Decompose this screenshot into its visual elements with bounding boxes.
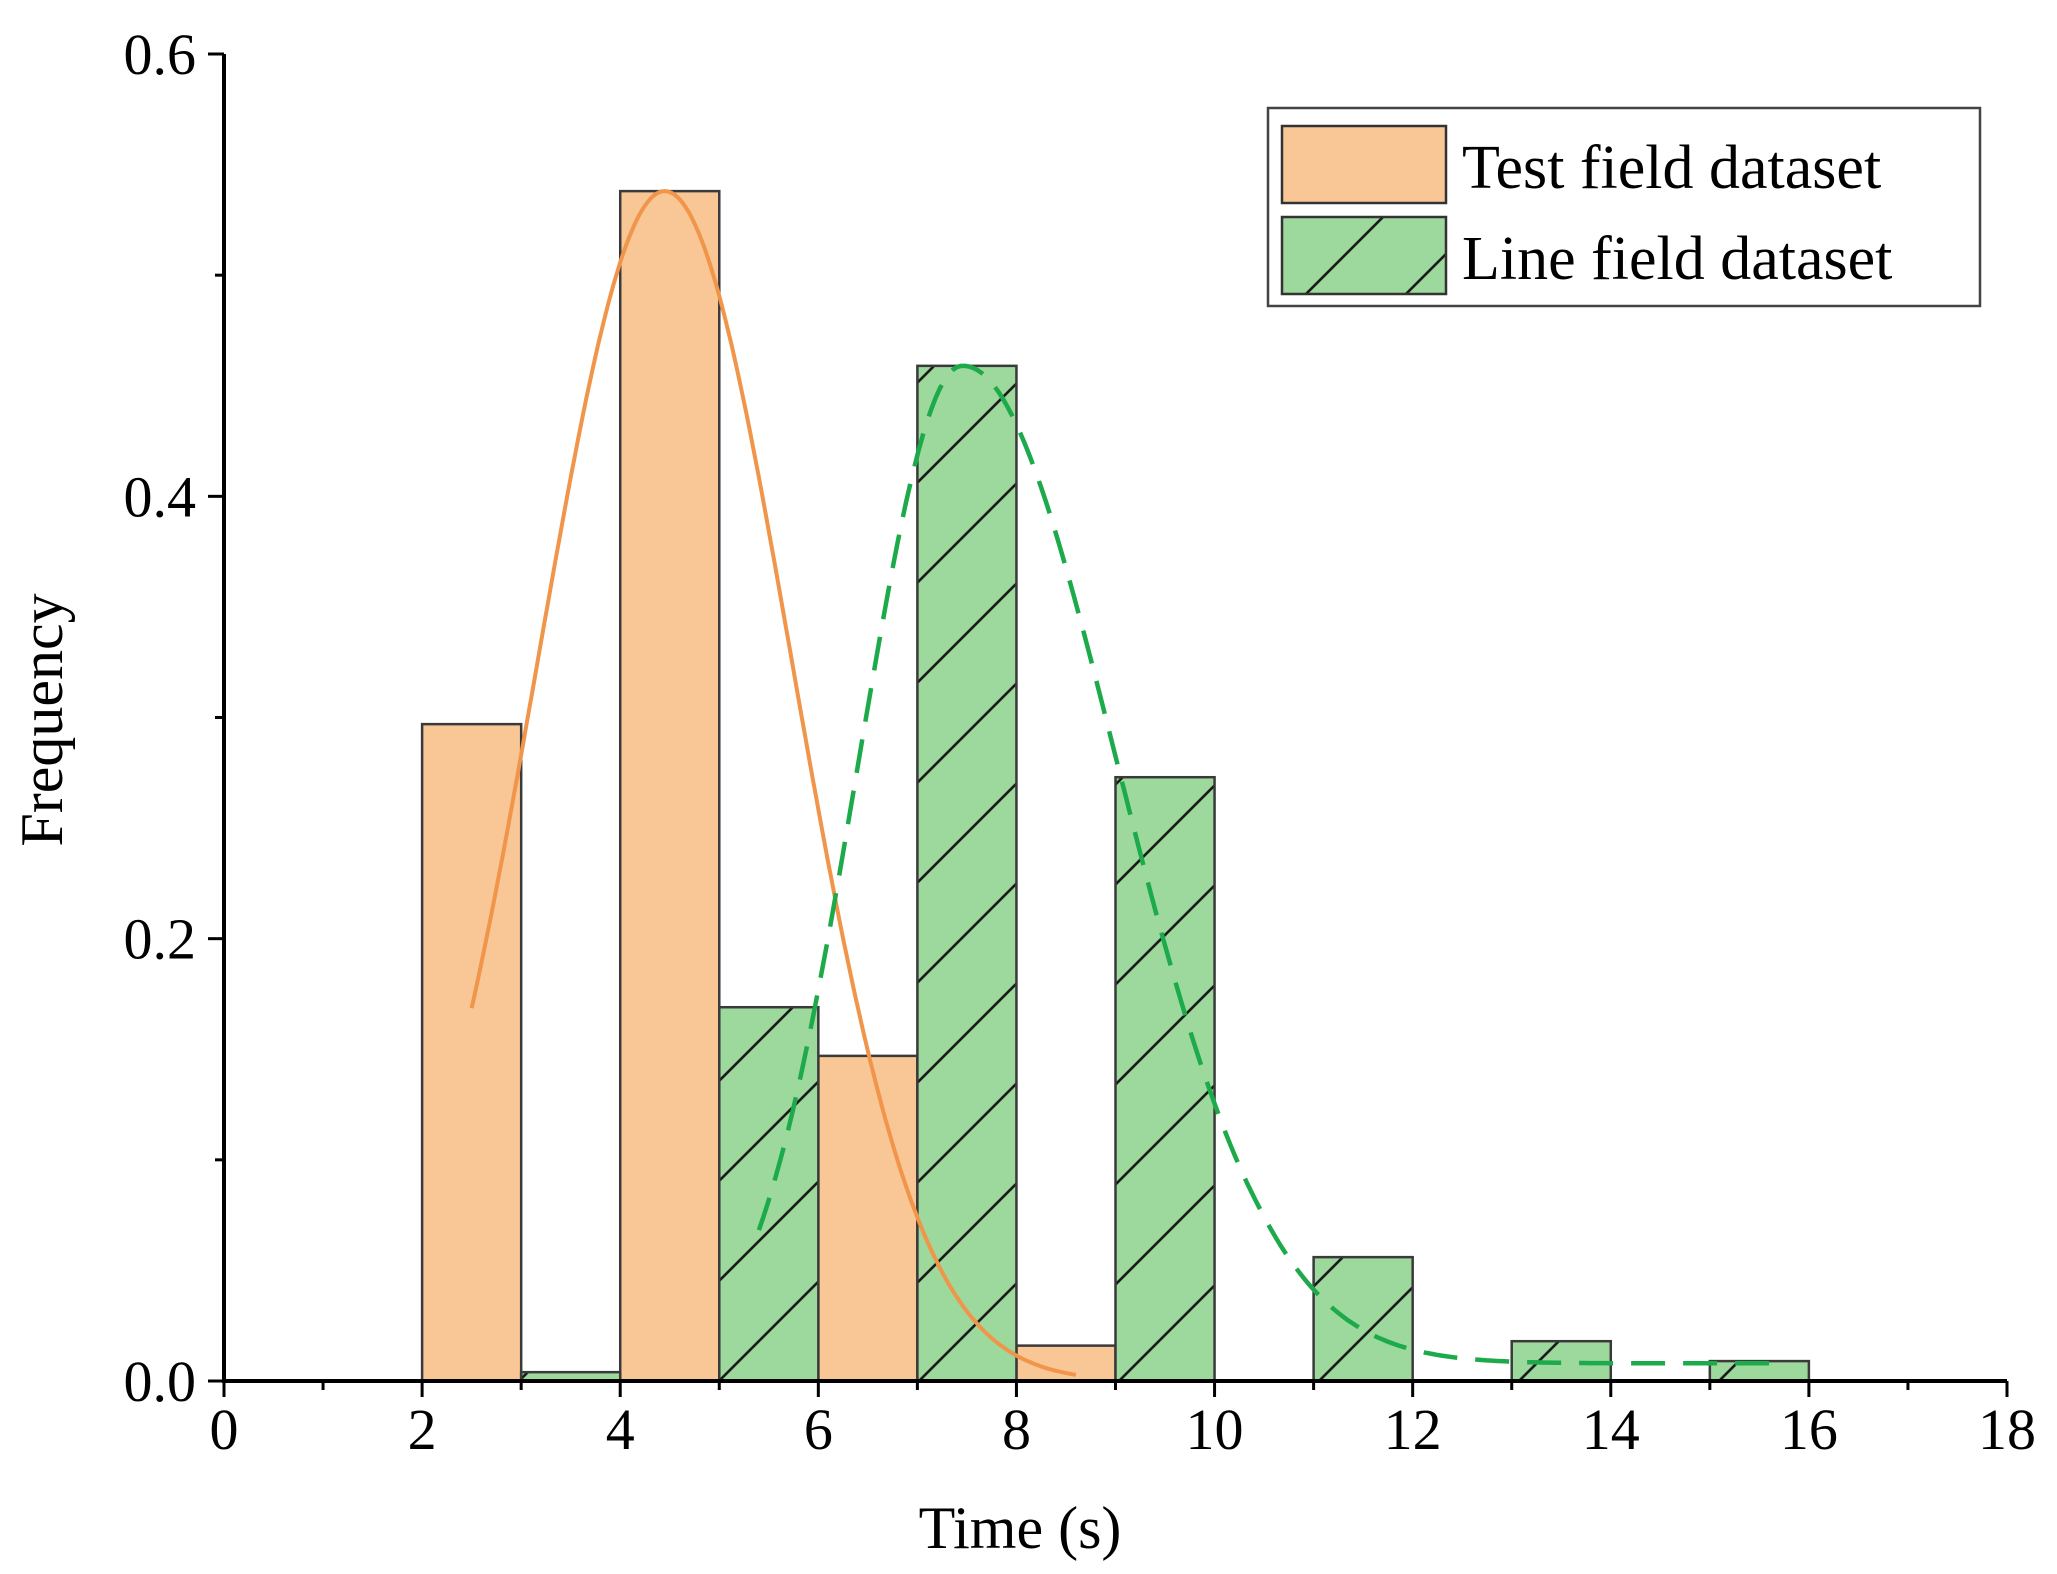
y-tick-label-2: 0.4 <box>124 464 197 529</box>
legend-label-line-field: Line field dataset <box>1462 225 1892 293</box>
line-field-bar-2-hatch <box>917 365 1017 1382</box>
x-tick-label-8: 16 <box>1780 1397 1838 1462</box>
legend-swatch-test-field <box>1280 124 1448 205</box>
test-field-bar-0 <box>422 724 522 1381</box>
axes-layer: 0 2 4 6 8 10 12 14 16 18 0.0 0.2 0.4 0.6 <box>124 22 2037 1462</box>
test-field-fit-curve <box>469 189 1077 1377</box>
bars-layer <box>420 189 1811 1383</box>
test-field-bar-1 <box>620 191 720 1382</box>
y-tick-label-3: 0.6 <box>124 22 197 87</box>
legend: Test field dataset Line field dataset <box>1266 106 1982 308</box>
line-field-bar-6-hatch <box>1709 1361 1809 1381</box>
test-field-bar-2 <box>818 1055 918 1381</box>
y-tick-label-1: 0.2 <box>124 907 197 972</box>
x-tick-label-6: 12 <box>1384 1397 1442 1462</box>
line-field-bar-0-hatch <box>521 1372 621 1381</box>
line-field-bar-4-hatch <box>1313 1257 1413 1381</box>
x-tick-label-0: 0 <box>210 1397 239 1462</box>
x-tick-label-1: 2 <box>408 1397 437 1462</box>
x-tick-label-3: 6 <box>804 1397 833 1462</box>
x-tick-label-9: 18 <box>1978 1397 2036 1462</box>
legend-label-test-field: Test field dataset <box>1462 134 1881 202</box>
x-tick-label-5: 10 <box>1186 1397 1244 1462</box>
line-field-bar-3-hatch <box>1115 777 1215 1381</box>
x-tick-label-2: 4 <box>606 1397 635 1462</box>
legend-swatch-line-field-hatch <box>1280 215 1448 296</box>
x-tick-label-4: 8 <box>1002 1397 1031 1462</box>
x-tick-label-7: 14 <box>1582 1397 1640 1462</box>
y-axis-title: Frequency <box>9 593 75 846</box>
fit-curves-layer <box>469 189 1770 1377</box>
x-axis-title: Time (s) <box>919 1495 1122 1561</box>
line-field-fit-curve <box>756 363 1770 1366</box>
y-tick-label-0: 0.0 <box>124 1349 197 1414</box>
